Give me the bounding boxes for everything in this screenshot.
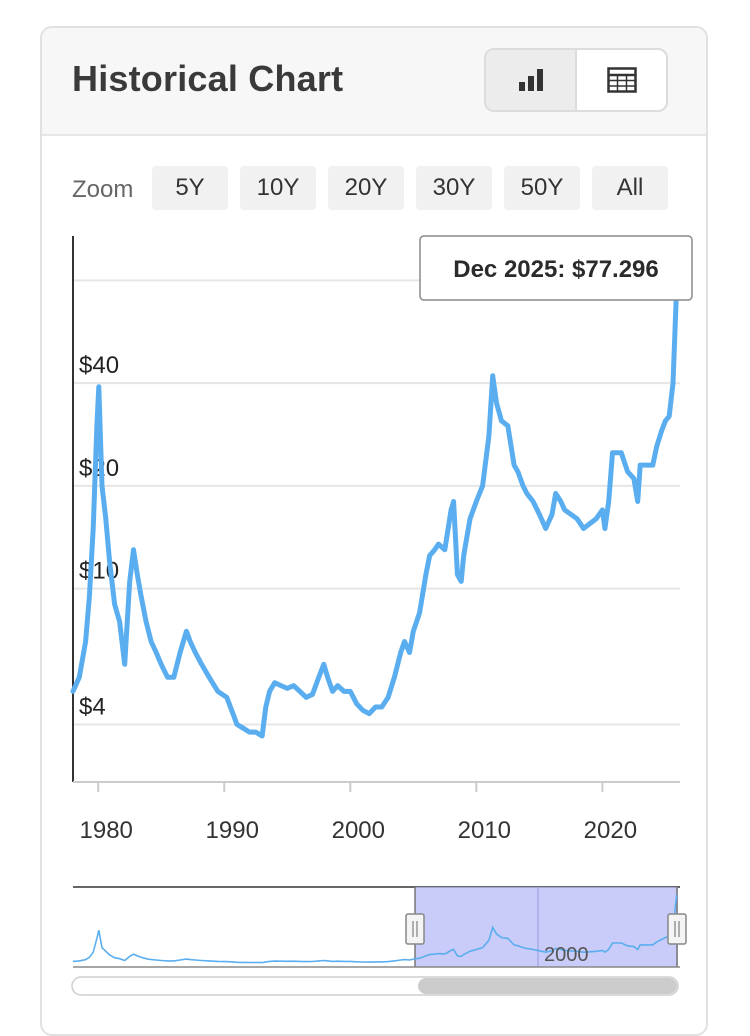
y-tick-label: $4: [79, 693, 106, 720]
x-tick-label: 1990: [206, 817, 259, 844]
zoom-label: Zoom: [72, 176, 134, 203]
zoom-30y-button[interactable]: 30Y: [416, 166, 492, 210]
navigator-year-label: 2000: [544, 944, 589, 966]
table-view-button[interactable]: [577, 50, 666, 110]
card-header: Historical Chart: [42, 28, 706, 136]
navigator-selection[interactable]: [415, 887, 678, 967]
zoom-all-button[interactable]: All: [592, 166, 668, 210]
scrollbar: [71, 976, 679, 996]
left-handle-box[interactable]: [405, 913, 425, 945]
price-chart: $4$10$20$40 1980 1990 2000 2010 2020 Dec 202…: [70, 235, 693, 996]
tooltip: Dec 2025: $77.296: [419, 235, 693, 301]
view-toggle: [484, 48, 668, 112]
table-grid-icon: [606, 67, 637, 93]
navigator-series-line: [72, 894, 678, 964]
x-tick-label: 2010: [458, 817, 511, 844]
tooltip-text: Dec 2025: $77.296: [453, 256, 659, 283]
card-title: Historical Chart: [72, 58, 344, 99]
zoom-50y-button[interactable]: 50Y: [504, 166, 580, 210]
scrollbar-thumb[interactable]: [418, 978, 677, 994]
y-tick-label: $40: [79, 352, 119, 379]
tooltip-box: [419, 235, 693, 301]
x-tick-label: 2000: [332, 817, 385, 844]
x-tick-label: 2020: [584, 817, 637, 844]
bar-chart-icon: [518, 69, 543, 91]
zoom-5y-button[interactable]: 5Y: [152, 166, 228, 210]
zoom-10y-button[interactable]: 10Y: [240, 166, 316, 210]
x-axis-ticks: 1980 1990 2000 2010 2020: [80, 782, 637, 844]
grid-lines: [73, 279, 680, 726]
navigator-left-handle[interactable]: [405, 913, 425, 945]
right-handle-box[interactable]: [667, 913, 687, 945]
navigator: 2000: [72, 886, 687, 968]
navigator-right-handle[interactable]: [667, 913, 687, 945]
historical-chart-card: Historical Chart Zoom: [40, 26, 708, 1036]
x-tick-label: 1980: [80, 817, 133, 844]
chart-view-button[interactable]: [486, 50, 577, 110]
zoom-20y-button[interactable]: 20Y: [328, 166, 404, 210]
price-series-line: [70, 282, 680, 739]
